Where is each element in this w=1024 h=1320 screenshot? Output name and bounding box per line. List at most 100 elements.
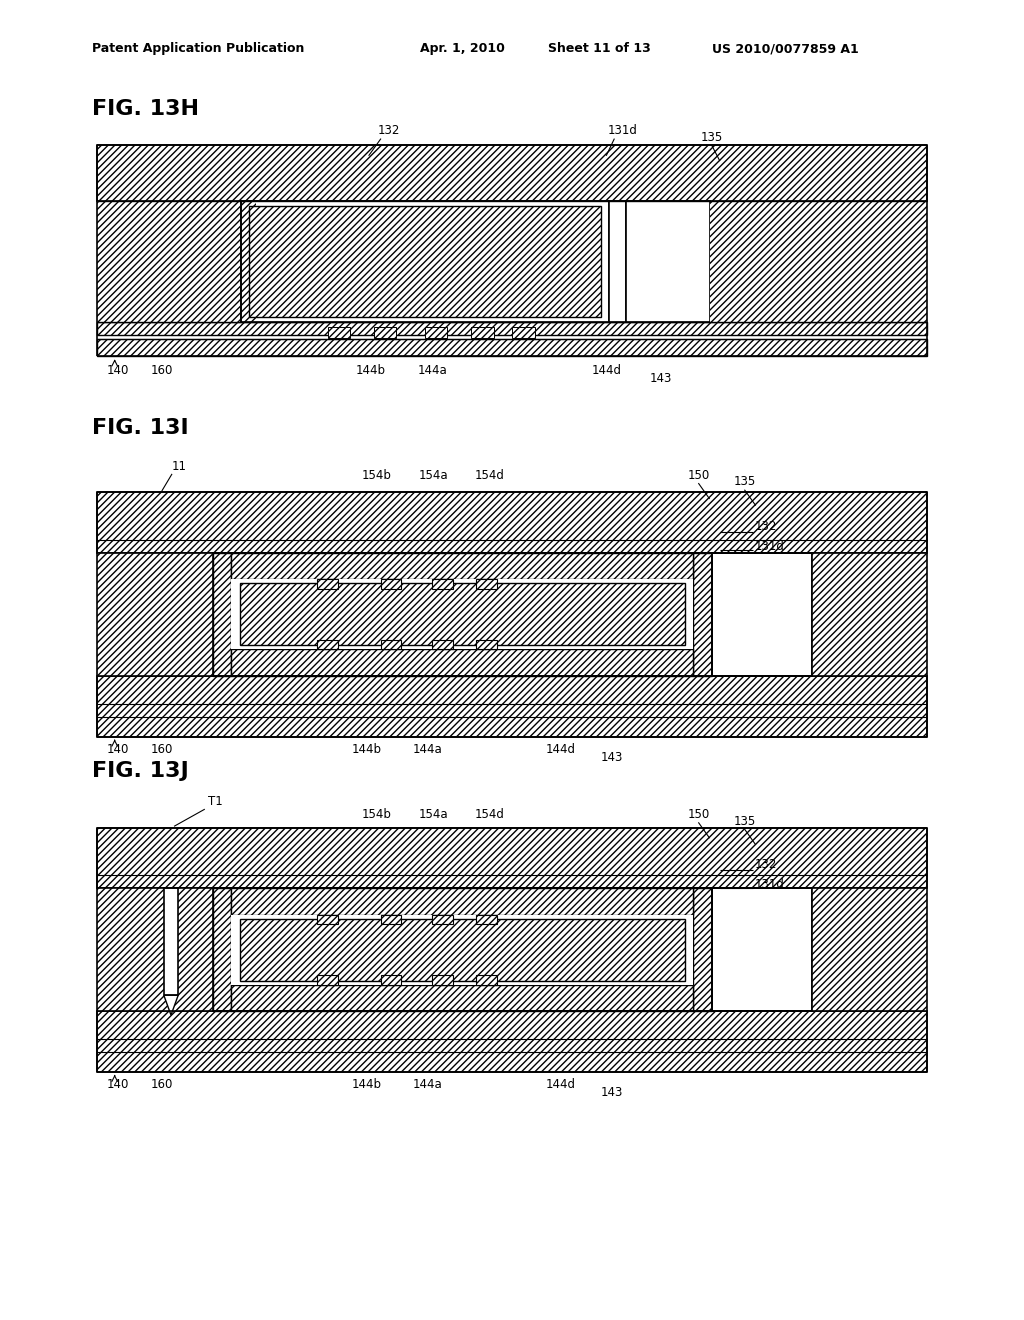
- Bar: [317, 975, 338, 985]
- Text: 140: 140: [106, 364, 129, 378]
- Text: 154a: 154a: [419, 808, 447, 821]
- Polygon shape: [164, 995, 178, 1015]
- Bar: [97, 888, 927, 1011]
- Text: 140: 140: [106, 743, 129, 756]
- Text: US 2010/0077859 A1: US 2010/0077859 A1: [712, 42, 858, 55]
- Bar: [213, 888, 712, 1011]
- Bar: [626, 201, 710, 322]
- Bar: [97, 201, 927, 322]
- Bar: [97, 676, 927, 737]
- Bar: [432, 579, 453, 589]
- Text: Sheet 11 of 13: Sheet 11 of 13: [548, 42, 650, 55]
- Bar: [476, 640, 497, 649]
- Bar: [693, 888, 712, 1011]
- Text: 143: 143: [601, 1086, 624, 1100]
- Text: 135: 135: [733, 475, 756, 488]
- Text: 143: 143: [649, 372, 672, 385]
- Text: 160: 160: [151, 743, 173, 756]
- Text: 135: 135: [700, 131, 723, 144]
- Bar: [231, 579, 693, 649]
- Text: 144a: 144a: [413, 1078, 443, 1092]
- Text: 154b: 154b: [361, 808, 392, 821]
- Bar: [693, 553, 712, 676]
- Text: 131d: 131d: [755, 878, 784, 891]
- Text: 144d: 144d: [591, 364, 622, 378]
- Text: 144a: 144a: [417, 364, 447, 378]
- Text: 144d: 144d: [546, 743, 577, 756]
- Bar: [231, 553, 693, 579]
- Text: 131d: 131d: [755, 540, 784, 553]
- Text: 150: 150: [687, 469, 710, 482]
- Bar: [328, 327, 350, 338]
- Text: 160: 160: [151, 1078, 173, 1092]
- Text: Patent Application Publication: Patent Application Publication: [92, 42, 304, 55]
- Text: FIG. 13I: FIG. 13I: [92, 418, 188, 438]
- Bar: [97, 339, 927, 356]
- Bar: [231, 888, 693, 915]
- Text: 132: 132: [378, 124, 400, 137]
- Bar: [812, 553, 927, 676]
- Bar: [97, 492, 927, 553]
- Text: 144b: 144b: [355, 364, 386, 378]
- Bar: [317, 640, 338, 649]
- Text: 132: 132: [755, 520, 777, 533]
- Text: Apr. 1, 2010: Apr. 1, 2010: [420, 42, 505, 55]
- Bar: [231, 915, 693, 985]
- Bar: [712, 888, 812, 1011]
- Text: FIG. 13H: FIG. 13H: [92, 99, 199, 119]
- Bar: [710, 201, 927, 322]
- Bar: [97, 553, 927, 676]
- Bar: [432, 915, 453, 924]
- Text: 154a: 154a: [419, 469, 447, 482]
- Text: 131d: 131d: [607, 124, 638, 137]
- Bar: [374, 327, 396, 338]
- Text: 154d: 154d: [474, 808, 505, 821]
- Bar: [231, 649, 693, 676]
- Text: 135: 135: [733, 814, 756, 828]
- Text: 144d: 144d: [546, 1078, 577, 1092]
- Bar: [97, 145, 927, 201]
- Text: 144b: 144b: [351, 743, 382, 756]
- Text: 143: 143: [601, 751, 624, 764]
- Bar: [159, 201, 241, 322]
- Bar: [241, 201, 609, 322]
- Bar: [812, 888, 927, 1011]
- Text: 154b: 154b: [361, 469, 392, 482]
- Text: 160: 160: [151, 364, 173, 378]
- Bar: [249, 206, 601, 317]
- Text: FIG. 13J: FIG. 13J: [92, 762, 188, 781]
- Text: 154d: 154d: [474, 469, 505, 482]
- Bar: [712, 888, 812, 1011]
- Text: 11: 11: [172, 459, 186, 473]
- Bar: [381, 579, 401, 589]
- Bar: [476, 975, 497, 985]
- Bar: [97, 553, 213, 676]
- Bar: [425, 327, 447, 338]
- Bar: [712, 553, 812, 676]
- Bar: [432, 975, 453, 985]
- Bar: [97, 1011, 927, 1072]
- Bar: [512, 327, 535, 338]
- Bar: [240, 583, 685, 645]
- Bar: [317, 579, 338, 589]
- Text: 140: 140: [106, 1078, 129, 1092]
- Bar: [213, 888, 231, 1011]
- Text: T1: T1: [208, 795, 222, 808]
- Bar: [213, 553, 231, 676]
- Bar: [97, 888, 213, 1011]
- Bar: [97, 828, 927, 888]
- Bar: [471, 327, 494, 338]
- Bar: [712, 553, 812, 676]
- Bar: [231, 985, 693, 1011]
- Bar: [97, 201, 256, 322]
- Bar: [381, 640, 401, 649]
- Bar: [240, 919, 685, 981]
- Text: 132: 132: [755, 858, 777, 871]
- Text: 144b: 144b: [351, 1078, 382, 1092]
- Bar: [432, 640, 453, 649]
- Bar: [381, 915, 401, 924]
- Bar: [609, 201, 626, 322]
- Bar: [476, 579, 497, 589]
- Text: 150: 150: [687, 808, 710, 821]
- Bar: [381, 975, 401, 985]
